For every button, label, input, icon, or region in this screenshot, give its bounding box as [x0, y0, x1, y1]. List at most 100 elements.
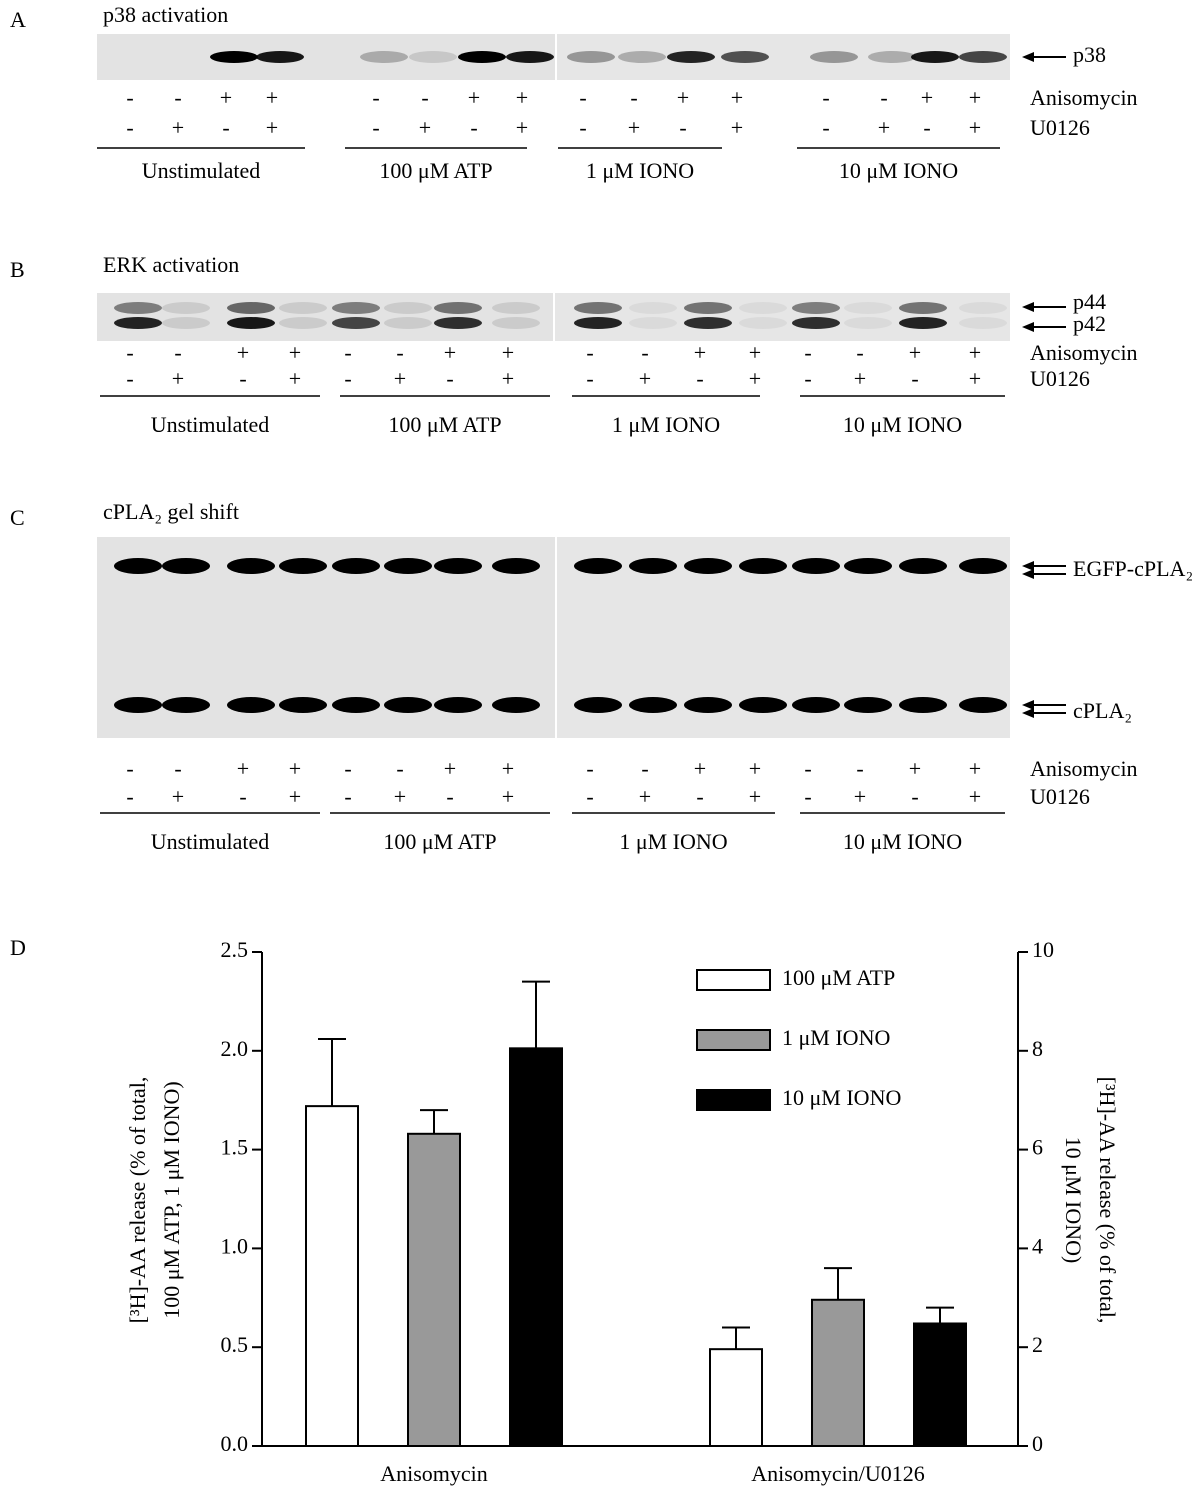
band: [721, 51, 769, 63]
band: [810, 51, 858, 63]
band: [684, 317, 732, 329]
treatment-sign: +: [969, 340, 981, 365]
y2-tick-label: 8: [1032, 1036, 1043, 1061]
treatment-sign: +: [419, 115, 431, 140]
treatment-sign: -: [174, 756, 181, 781]
legend-swatch: [696, 1029, 771, 1051]
x-tick-label: Anisomycin: [380, 1461, 488, 1486]
band: [384, 697, 432, 713]
treatment-sign: +: [909, 756, 921, 781]
band: [492, 558, 540, 574]
row-label: U0126: [1030, 784, 1090, 809]
group-label: Unstimulated: [151, 829, 270, 854]
treatment-sign: -: [804, 340, 811, 365]
band: [384, 302, 432, 314]
treatment-sign: +: [444, 340, 456, 365]
treatment-sign: -: [586, 784, 593, 809]
band: [739, 558, 787, 574]
panel-letter: D: [10, 935, 26, 960]
treatment-sign: -: [446, 784, 453, 809]
x-tick-label: Anisomycin/U0126: [751, 1461, 925, 1486]
band-label: p44: [1073, 289, 1106, 314]
group-label: 1 μM IONO: [619, 829, 727, 854]
band: [458, 51, 506, 63]
band: [114, 558, 162, 574]
band: [360, 51, 408, 63]
treatment-sign: +: [731, 115, 743, 140]
treatment-sign: -: [470, 115, 477, 140]
treatment-sign: -: [344, 366, 351, 391]
bar: [407, 1132, 461, 1447]
treatment-sign: -: [923, 115, 930, 140]
panel-letter: B: [10, 257, 25, 282]
treatment-sign: +: [220, 85, 232, 110]
band: [899, 558, 947, 574]
treatment-sign: -: [344, 784, 351, 809]
group-label: 1 μM IONO: [586, 158, 694, 183]
y2-axis-label: [³H]-AA release (% of total, 10 μM IONO): [1061, 1077, 1120, 1324]
panel-title: ERK activation: [103, 252, 239, 277]
treatment-sign: -: [911, 366, 918, 391]
band: [618, 51, 666, 63]
band: [279, 302, 327, 314]
band: [227, 317, 275, 329]
treatment-sign: +: [237, 340, 249, 365]
panel-title: p38 activation: [103, 2, 228, 27]
treatment-sign: +: [172, 366, 184, 391]
treatment-sign: +: [731, 85, 743, 110]
band: [574, 558, 622, 574]
y-tick-label: 2.5: [221, 937, 249, 962]
treatment-sign: -: [804, 756, 811, 781]
band: [739, 697, 787, 713]
band: [227, 558, 275, 574]
band: [332, 697, 380, 713]
band: [279, 697, 327, 713]
legend-label: 1 μM IONO: [782, 1025, 890, 1050]
treatment-sign: -: [822, 85, 829, 110]
band: [844, 317, 892, 329]
treatment-sign: +: [854, 366, 866, 391]
band: [256, 51, 304, 63]
row-label: Anisomycin: [1030, 340, 1138, 365]
y2-tick-label: 4: [1032, 1233, 1043, 1258]
arrow-head: [1022, 302, 1034, 312]
treatment-sign: +: [516, 85, 528, 110]
band: [114, 317, 162, 329]
band: [434, 317, 482, 329]
treatment-sign: -: [911, 784, 918, 809]
band: [162, 697, 210, 713]
band: [684, 558, 732, 574]
band: [792, 558, 840, 574]
treatment-sign: +: [694, 756, 706, 781]
treatment-sign: -: [641, 756, 648, 781]
band: [162, 317, 210, 329]
treatment-sign: +: [969, 756, 981, 781]
y2-tick-label: 6: [1032, 1135, 1043, 1160]
y-tick-label: 0.0: [221, 1431, 249, 1456]
band: [684, 697, 732, 713]
band: [227, 302, 275, 314]
treatment-sign: +: [969, 366, 981, 391]
treatment-sign: -: [222, 115, 229, 140]
arrow-head: [1022, 700, 1034, 710]
band: [492, 317, 540, 329]
band: [434, 558, 482, 574]
band: [332, 558, 380, 574]
treatment-sign: -: [579, 85, 586, 110]
treatment-sign: -: [446, 366, 453, 391]
treatment-sign: -: [174, 340, 181, 365]
treatment-sign: +: [266, 85, 278, 110]
band: [332, 317, 380, 329]
band: [899, 302, 947, 314]
group-label: 100 μM ATP: [388, 412, 501, 437]
legend-label: 100 μM ATP: [782, 965, 895, 990]
treatment-sign: -: [344, 340, 351, 365]
treatment-sign: -: [696, 784, 703, 809]
y-tick-label: 2.0: [221, 1036, 249, 1061]
treatment-sign: -: [586, 340, 593, 365]
group-label: 100 μM ATP: [383, 829, 496, 854]
band: [574, 317, 622, 329]
treatment-sign: -: [372, 115, 379, 140]
band: [567, 51, 615, 63]
band-label: cPLA₂: [1073, 698, 1132, 723]
